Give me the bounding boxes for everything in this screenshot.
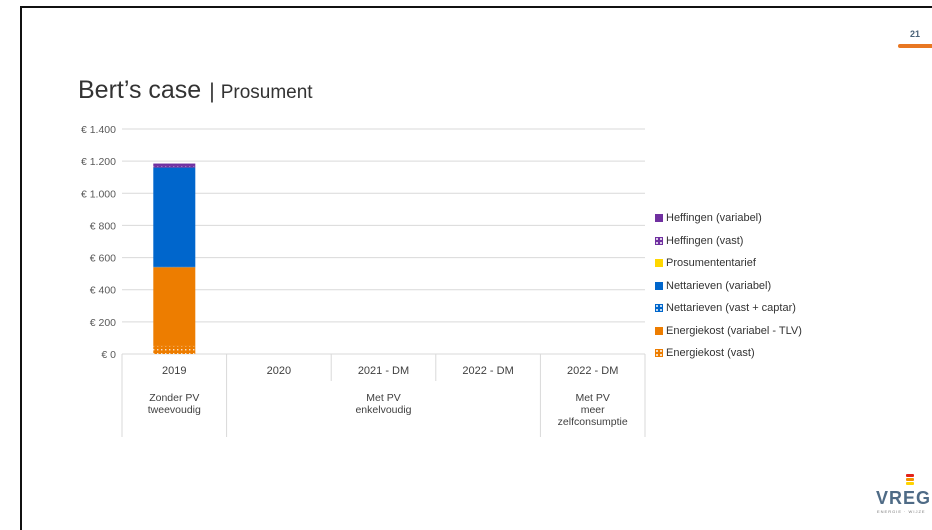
title-subtitle: Prosument	[220, 82, 313, 103]
legend-item: Heffingen (variabel)	[655, 207, 802, 230]
vreg-logo: VREG ENERGIE · WIJZE	[876, 474, 932, 520]
x-category-label: 2021 - DM	[358, 365, 409, 377]
x-category-label: 2020	[267, 365, 291, 377]
slide-title: Bert’s case | Prosument	[78, 76, 313, 105]
x-group-label: tweevoudig	[148, 404, 201, 416]
bar-segment	[153, 163, 196, 166]
logo-tagline: ENERGIE · WIJZE	[877, 509, 926, 514]
legend-label: Energiekost (variabel - TLV)	[666, 324, 802, 337]
y-tick-label: € 1.200	[81, 156, 116, 168]
y-tick-label: € 1.000	[81, 188, 116, 200]
legend-label: Nettarieven (variabel)	[666, 279, 772, 292]
legend-label: Prosumententarief	[666, 257, 756, 270]
legend-item: Nettarieven (vast + captar)	[655, 297, 802, 320]
title-main: Bert’s case	[78, 76, 202, 104]
bar-segment	[153, 266, 196, 268]
legend-item: Energiekost (vast)	[655, 342, 802, 365]
legend-item: Energiekost (variabel - TLV)	[655, 320, 802, 343]
bar-segment	[153, 167, 196, 267]
legend-item: Prosumententarief	[655, 252, 802, 275]
legend-swatch	[655, 304, 663, 313]
title-separator: |	[209, 80, 215, 103]
legend-swatch	[655, 214, 663, 223]
y-tick-label: € 1.400	[81, 124, 116, 136]
x-group-label: Met PV	[366, 392, 400, 404]
legend-swatch	[655, 349, 663, 358]
bar-segment	[153, 165, 196, 168]
bar-segment	[153, 345, 196, 354]
y-tick-label: € 400	[90, 285, 116, 297]
chart-legend: Heffingen (variabel) Heffingen (vast) Pros…	[655, 207, 802, 365]
legend-label: Nettarieven (vast + captar)	[666, 302, 796, 315]
page-number: 21	[910, 29, 921, 39]
legend-swatch	[655, 281, 663, 290]
y-tick-label: € 800	[90, 220, 116, 232]
page-number-underline	[898, 44, 932, 48]
legend-label: Heffingen (vast)	[666, 234, 744, 247]
y-tick-label: € 0	[101, 349, 116, 361]
logo-text: VREG	[876, 488, 932, 508]
bar-segment	[153, 267, 196, 346]
legend-item: Nettarieven (variabel)	[655, 275, 802, 298]
legend-swatch	[655, 326, 663, 335]
logo-color-bars	[906, 474, 914, 486]
y-tick-label: € 200	[90, 317, 116, 329]
x-category-label: 2019	[162, 365, 186, 377]
y-tick-label: € 600	[90, 253, 116, 265]
legend-label: Energiekost (vast)	[666, 347, 755, 360]
x-group-label: enkelvoudig	[355, 404, 411, 416]
x-category-label: 2022 - DM	[567, 365, 618, 377]
x-group-label: Zonder PV	[149, 392, 199, 404]
legend-swatch	[655, 259, 663, 268]
x-group-label: zelfconsumptie	[558, 416, 628, 428]
x-group-label: Met PV	[575, 392, 609, 404]
legend-label: Heffingen (variabel)	[666, 212, 762, 225]
legend-item: Heffingen (vast)	[655, 230, 802, 253]
x-group-label: meer	[581, 404, 605, 416]
legend-swatch	[655, 236, 663, 245]
x-category-label: 2022 - DM	[462, 365, 513, 377]
